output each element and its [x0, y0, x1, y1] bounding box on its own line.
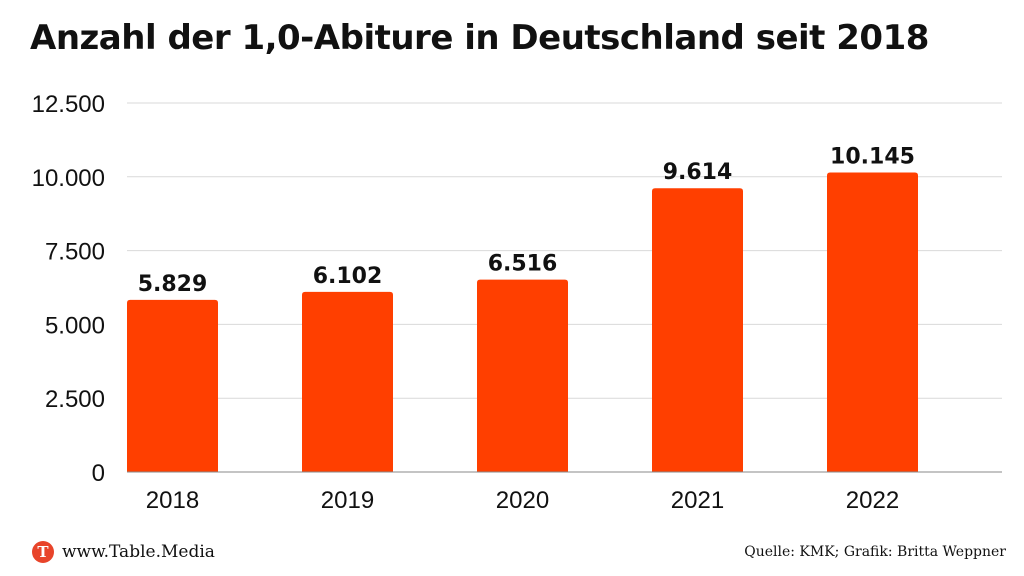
value-label-2019: 6.102 [313, 264, 383, 289]
value-label-2018: 5.829 [138, 272, 208, 297]
x-tick-label-2019: 2019 [321, 487, 374, 514]
branding: T www.Table.Media [32, 541, 215, 563]
bar-2022 [827, 172, 918, 473]
y-tick-label: 5.000 [45, 312, 105, 339]
bars [127, 172, 918, 473]
value-labels: 5.829 6.102 6.516 9.614 10.145 [138, 145, 915, 297]
x-tick-label-2018: 2018 [146, 487, 199, 514]
y-axis-ticks: 0 2.500 5.000 7.500 10.000 12.500 [32, 91, 105, 487]
y-tick-label: 10.000 [32, 165, 105, 192]
source-note: Quelle: KMK; Grafik: Britta Weppner [744, 544, 1006, 560]
x-axis-ticks: 2018 2019 2020 2021 2022 [146, 487, 899, 514]
bar-2020 [477, 279, 568, 472]
bar-2021 [652, 188, 743, 473]
y-tick-label: 7.500 [45, 239, 105, 266]
y-tick-label: 0 [92, 460, 105, 487]
table-media-logo-icon: T [32, 541, 54, 563]
x-tick-label-2020: 2020 [496, 487, 549, 514]
bar-2018 [127, 299, 218, 472]
chart-title: Anzahl der 1,0-Abiture in Deutschland se… [30, 18, 929, 58]
value-label-2020: 6.516 [488, 252, 558, 277]
value-label-2022: 10.145 [830, 145, 915, 170]
bar-2019 [302, 291, 393, 472]
y-tick-label: 12.500 [32, 91, 105, 118]
value-label-2021: 9.614 [663, 160, 733, 185]
x-tick-label-2021: 2021 [671, 487, 724, 514]
x-tick-label-2022: 2022 [846, 487, 899, 514]
y-tick-label: 2.500 [45, 386, 105, 413]
website-link[interactable]: www.Table.Media [62, 542, 215, 562]
